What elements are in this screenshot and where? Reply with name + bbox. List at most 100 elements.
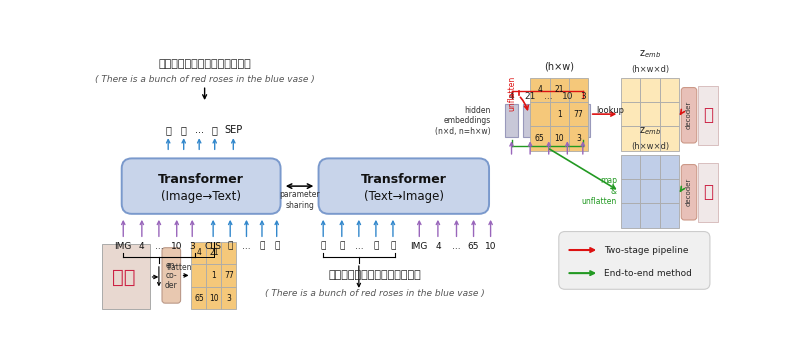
- Bar: [640, 179, 659, 203]
- Text: parameter
sharing: parameter sharing: [279, 190, 320, 210]
- Bar: [550, 126, 569, 151]
- Bar: [576, 105, 590, 137]
- Text: z$_{emb}$: z$_{emb}$: [639, 48, 661, 60]
- Bar: [569, 78, 588, 102]
- Bar: [530, 78, 550, 102]
- Bar: [542, 105, 556, 137]
- Text: 🌹: 🌹: [703, 106, 714, 124]
- Text: ...: ...: [545, 92, 553, 101]
- Bar: [206, 287, 222, 309]
- Bar: [523, 105, 537, 137]
- Bar: [640, 154, 659, 179]
- Text: ...: ...: [242, 242, 250, 251]
- Bar: [569, 126, 588, 151]
- Text: 色: 色: [339, 242, 345, 251]
- Text: map
&
unflatten: map & unflatten: [582, 176, 617, 206]
- Bar: [530, 102, 550, 126]
- Text: 瑰: 瑰: [212, 125, 218, 135]
- Bar: [191, 264, 206, 287]
- Bar: [222, 241, 237, 264]
- Text: 10: 10: [171, 242, 182, 251]
- Text: 瑰: 瑰: [390, 242, 396, 251]
- Text: Transformer: Transformer: [361, 173, 446, 186]
- FancyBboxPatch shape: [682, 165, 697, 220]
- Text: 10: 10: [485, 242, 496, 251]
- Bar: [698, 163, 718, 221]
- Text: 玫: 玫: [374, 242, 378, 251]
- Text: 77: 77: [224, 271, 234, 280]
- Bar: [698, 86, 718, 145]
- Bar: [659, 126, 679, 151]
- Text: 4: 4: [139, 242, 145, 251]
- Bar: [191, 241, 206, 264]
- Bar: [206, 264, 222, 287]
- Text: 65: 65: [535, 134, 545, 143]
- Bar: [621, 203, 640, 228]
- Text: 蓝色的花瓶里有一束红色的玫瑞: 蓝色的花瓶里有一束红色的玫瑞: [329, 270, 422, 280]
- Text: z$_{emb}$: z$_{emb}$: [639, 126, 661, 137]
- Bar: [640, 203, 659, 228]
- Text: 蓝色的花瓶里有一束红色的玫瑞: 蓝色的花瓶里有一束红色的玫瑞: [158, 59, 251, 69]
- Text: 21: 21: [209, 249, 218, 257]
- Text: unflatten: unflatten: [507, 75, 516, 111]
- Bar: [505, 105, 518, 137]
- FancyBboxPatch shape: [682, 87, 697, 143]
- Text: ...: ...: [154, 242, 163, 251]
- FancyBboxPatch shape: [122, 158, 281, 214]
- Text: 蓝: 蓝: [321, 242, 326, 251]
- Text: ( There is a bunch of red roses in the blue vase ): ( There is a bunch of red roses in the b…: [94, 75, 314, 84]
- Text: 蓝: 蓝: [166, 125, 171, 135]
- Text: 10: 10: [562, 92, 573, 101]
- Text: ...: ...: [452, 242, 461, 251]
- Bar: [621, 102, 640, 126]
- Text: 3: 3: [576, 134, 581, 143]
- Text: (Text→Image): (Text→Image): [364, 190, 444, 203]
- FancyBboxPatch shape: [558, 232, 710, 289]
- Text: lookup: lookup: [596, 106, 624, 115]
- Text: 蓝: 蓝: [227, 242, 233, 251]
- Text: 1: 1: [211, 271, 216, 280]
- Text: 色: 色: [181, 125, 186, 135]
- Text: 65: 65: [194, 293, 204, 303]
- Text: hidden
embeddings
(n×d, n=h×w): hidden embeddings (n×d, n=h×w): [435, 106, 490, 135]
- Bar: [206, 241, 222, 264]
- Bar: [550, 102, 569, 126]
- Bar: [621, 126, 640, 151]
- Text: en-
co-
der: en- co- der: [165, 260, 178, 290]
- FancyBboxPatch shape: [162, 248, 181, 303]
- Text: End-to-end method: End-to-end method: [604, 269, 692, 278]
- Text: 🌹: 🌹: [703, 183, 714, 201]
- Bar: [621, 154, 640, 179]
- FancyBboxPatch shape: [318, 158, 489, 214]
- Text: 🌹🌹: 🌹🌹: [112, 267, 136, 286]
- Text: ...: ...: [194, 125, 204, 135]
- Bar: [102, 244, 150, 309]
- Text: (h×w): (h×w): [544, 62, 574, 72]
- Text: (Image→Text): (Image→Text): [161, 190, 241, 203]
- Bar: [530, 126, 550, 151]
- Text: 4: 4: [197, 249, 202, 257]
- Text: 4: 4: [538, 85, 542, 94]
- Bar: [659, 179, 679, 203]
- Text: SEP: SEP: [224, 125, 242, 135]
- Text: IMG: IMG: [410, 242, 428, 251]
- Text: 21: 21: [525, 92, 536, 101]
- Text: 4: 4: [435, 242, 441, 251]
- Bar: [640, 126, 659, 151]
- Bar: [569, 102, 588, 126]
- Text: CLS: CLS: [205, 242, 222, 251]
- Text: 3: 3: [190, 242, 195, 251]
- Bar: [222, 287, 237, 309]
- Text: 3: 3: [226, 293, 231, 303]
- Bar: [191, 287, 206, 309]
- Bar: [659, 203, 679, 228]
- Text: 1: 1: [557, 110, 562, 119]
- Bar: [560, 105, 574, 137]
- Text: (h×w×d): (h×w×d): [630, 65, 669, 74]
- Text: IMG: IMG: [114, 242, 132, 251]
- Text: 玫: 玫: [259, 242, 265, 251]
- Text: 10: 10: [554, 134, 564, 143]
- Text: 77: 77: [574, 110, 583, 119]
- Bar: [550, 78, 569, 102]
- Text: ( There is a bunch of red roses in the blue vase ): ( There is a bunch of red roses in the b…: [266, 289, 485, 298]
